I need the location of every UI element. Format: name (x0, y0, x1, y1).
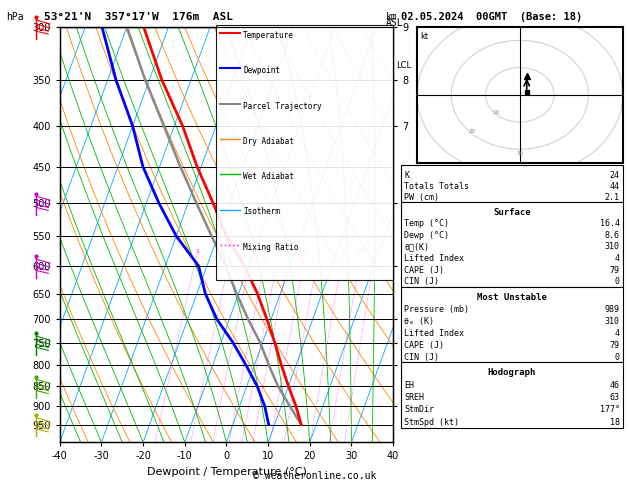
FancyBboxPatch shape (216, 25, 393, 280)
Text: Mixing Ratio: Mixing Ratio (243, 243, 299, 252)
Text: 10: 10 (493, 110, 499, 115)
Text: 4: 4 (265, 249, 269, 254)
Text: 989: 989 (604, 305, 620, 313)
Y-axis label: Mixing Ratio (g/kg): Mixing Ratio (g/kg) (411, 189, 421, 280)
Text: Temperature: Temperature (243, 31, 294, 40)
Text: 16.4: 16.4 (599, 219, 620, 228)
Text: Dry Adiabat: Dry Adiabat (243, 137, 294, 146)
Text: 79: 79 (610, 341, 620, 349)
Text: 310: 310 (604, 243, 620, 251)
Text: 20: 20 (357, 249, 365, 254)
Text: CIN (J): CIN (J) (404, 352, 440, 362)
Text: 4: 4 (615, 329, 620, 338)
Text: 15: 15 (339, 249, 347, 254)
Text: 63: 63 (610, 393, 620, 402)
Text: Parcel Trajectory: Parcel Trajectory (243, 102, 322, 110)
Text: 79: 79 (610, 266, 620, 275)
Text: 8.6: 8.6 (604, 231, 620, 240)
X-axis label: Dewpoint / Temperature (°C): Dewpoint / Temperature (°C) (147, 467, 306, 477)
Text: 3: 3 (249, 249, 253, 254)
Text: Lifted Index: Lifted Index (404, 254, 464, 263)
Text: Wet Adiabat: Wet Adiabat (243, 172, 294, 181)
Text: 53°21'N  357°17'W  176m  ASL: 53°21'N 357°17'W 176m ASL (44, 12, 233, 22)
Text: 46: 46 (610, 381, 620, 390)
Text: CIN (J): CIN (J) (404, 278, 440, 286)
Text: 2.1: 2.1 (604, 193, 620, 202)
Text: 25: 25 (371, 249, 379, 254)
Text: 5: 5 (277, 249, 281, 254)
Text: ASL: ASL (386, 18, 403, 29)
Text: K: K (404, 171, 409, 180)
Text: kt: kt (420, 32, 428, 41)
Text: Dewpoint: Dewpoint (243, 66, 280, 75)
Text: 44: 44 (610, 182, 620, 191)
Text: 310: 310 (604, 317, 620, 326)
Text: Dewp (°C): Dewp (°C) (404, 231, 450, 240)
Text: CAPE (J): CAPE (J) (404, 341, 445, 349)
Text: Lifted Index: Lifted Index (404, 329, 464, 338)
Text: 1: 1 (195, 249, 199, 254)
Text: Mixing Ratio: Mixing Ratio (243, 243, 299, 252)
Text: Dry Adiabat: Dry Adiabat (243, 137, 294, 146)
Text: 30: 30 (516, 151, 523, 156)
Text: LCL: LCL (396, 61, 411, 69)
Text: 02.05.2024  00GMT  (Base: 18): 02.05.2024 00GMT (Base: 18) (401, 12, 582, 22)
Text: PW (cm): PW (cm) (404, 193, 440, 202)
Text: Temp (°C): Temp (°C) (404, 219, 450, 228)
Text: Most Unstable: Most Unstable (477, 293, 547, 302)
Text: 0: 0 (615, 278, 620, 286)
Text: 10: 10 (314, 249, 322, 254)
Text: EH: EH (404, 381, 415, 390)
Text: km: km (386, 12, 398, 22)
Text: θₑ (K): θₑ (K) (404, 317, 435, 326)
Text: Isotherm: Isotherm (243, 208, 280, 216)
Text: Wet Adiabat: Wet Adiabat (243, 172, 294, 181)
Text: 20: 20 (469, 129, 476, 134)
Text: StmSpd (kt): StmSpd (kt) (404, 418, 459, 427)
Text: 0: 0 (615, 352, 620, 362)
Text: 2: 2 (228, 249, 233, 254)
Text: 177°: 177° (599, 405, 620, 415)
Text: 8: 8 (303, 249, 308, 254)
Text: Parcel Trajectory: Parcel Trajectory (243, 102, 322, 110)
Text: SREH: SREH (404, 393, 425, 402)
Text: 6: 6 (287, 249, 291, 254)
Text: © weatheronline.co.uk: © weatheronline.co.uk (253, 471, 376, 481)
Text: Totals Totals: Totals Totals (404, 182, 469, 191)
Text: 4: 4 (615, 254, 620, 263)
Text: Isotherm: Isotherm (243, 208, 280, 216)
Text: StmDir: StmDir (404, 405, 435, 415)
Text: Dewpoint: Dewpoint (243, 66, 280, 75)
Text: hPa: hPa (6, 12, 24, 22)
Text: 24: 24 (610, 171, 620, 180)
Text: θᴄ(K): θᴄ(K) (404, 243, 430, 251)
Text: Surface: Surface (493, 208, 531, 217)
Text: Pressure (mb): Pressure (mb) (404, 305, 469, 313)
Text: Hodograph: Hodograph (488, 368, 536, 377)
Text: 18: 18 (610, 418, 620, 427)
Text: Temperature: Temperature (243, 31, 294, 40)
Text: CAPE (J): CAPE (J) (404, 266, 445, 275)
